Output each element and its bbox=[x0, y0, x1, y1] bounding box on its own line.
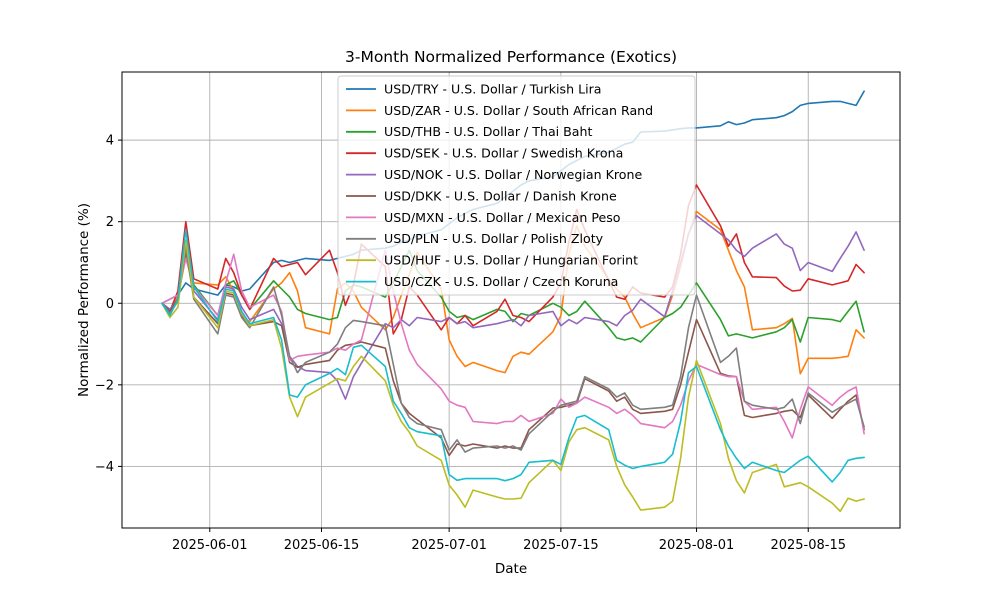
series-line-usd-zar bbox=[161, 210, 865, 375]
series-line-usd-thb bbox=[161, 249, 865, 343]
series-line-usd-pln bbox=[161, 247, 865, 453]
legend-label-usd-czk: USD/CZK - U.S. Dollar / Czech Koruna bbox=[384, 274, 618, 289]
tick-layer: 4 2 0 −2 −4 2025-06-01 2025-06-15 2025-07-01 202… bbox=[95, 134, 846, 553]
legend-label-usd-pln: USD/PLN - U.S. Dollar / Polish Zloty bbox=[384, 231, 604, 246]
x-tick-label: 2025-07-15 bbox=[523, 538, 599, 553]
series-line-usd-nok bbox=[161, 214, 865, 400]
legend-label-usd-sek: USD/SEK - U.S. Dollar / Swedish Krona bbox=[384, 146, 623, 161]
legend-box bbox=[337, 75, 696, 296]
legend-label-usd-mxn: USD/MXN - U.S. Dollar / Mexican Peso bbox=[384, 210, 621, 225]
y-tick-label: 4 bbox=[106, 134, 114, 149]
legend-label-usd-nok: USD/NOK - U.S. Dollar / Norwegian Krone bbox=[384, 167, 642, 182]
legend-label-usd-huf: USD/HUF - U.S. Dollar / Hungarian Forint bbox=[384, 253, 638, 268]
series-line-usd-dkk bbox=[161, 249, 865, 457]
x-tick-label: 2025-08-01 bbox=[659, 538, 735, 553]
x-tick-label: 2025-07-01 bbox=[411, 538, 487, 553]
y-tick-label: −2 bbox=[95, 378, 114, 393]
legend-label-usd-try: USD/TRY - U.S. Dollar / Turkish Lira bbox=[384, 81, 602, 96]
y-axis-label: Normalized Performance (%) bbox=[76, 203, 92, 397]
series-line-usd-sek bbox=[161, 184, 865, 335]
series-line-usd-huf bbox=[161, 239, 865, 513]
series-layer bbox=[161, 90, 865, 513]
y-tick-label: 2 bbox=[106, 215, 114, 230]
y-tick-label: 0 bbox=[106, 297, 114, 312]
x-tick-label: 2025-08-15 bbox=[770, 538, 846, 553]
y-tick-label: −4 bbox=[95, 460, 114, 475]
x-tick-label: 2025-06-01 bbox=[172, 538, 248, 553]
axes-border bbox=[121, 71, 901, 529]
legend: USD/TRY - U.S. Dollar / Turkish Lira USD/… bbox=[337, 75, 696, 296]
legend-label-usd-dkk: USD/DKK - U.S. Dollar / Danish Krone bbox=[384, 188, 617, 203]
series-line-usd-czk bbox=[161, 229, 865, 483]
legend-label-usd-thb: USD/THB - U.S. Dollar / Thai Baht bbox=[384, 124, 593, 139]
grid-layer bbox=[122, 72, 900, 528]
x-tick-label: 2025-06-15 bbox=[284, 538, 360, 553]
legend-label-usd-zar: USD/ZAR - U.S. Dollar / South African Ra… bbox=[384, 103, 653, 118]
x-axis-label: Date bbox=[495, 561, 527, 577]
chart-title: 3-Month Normalized Performance (Exotics) bbox=[345, 48, 677, 66]
